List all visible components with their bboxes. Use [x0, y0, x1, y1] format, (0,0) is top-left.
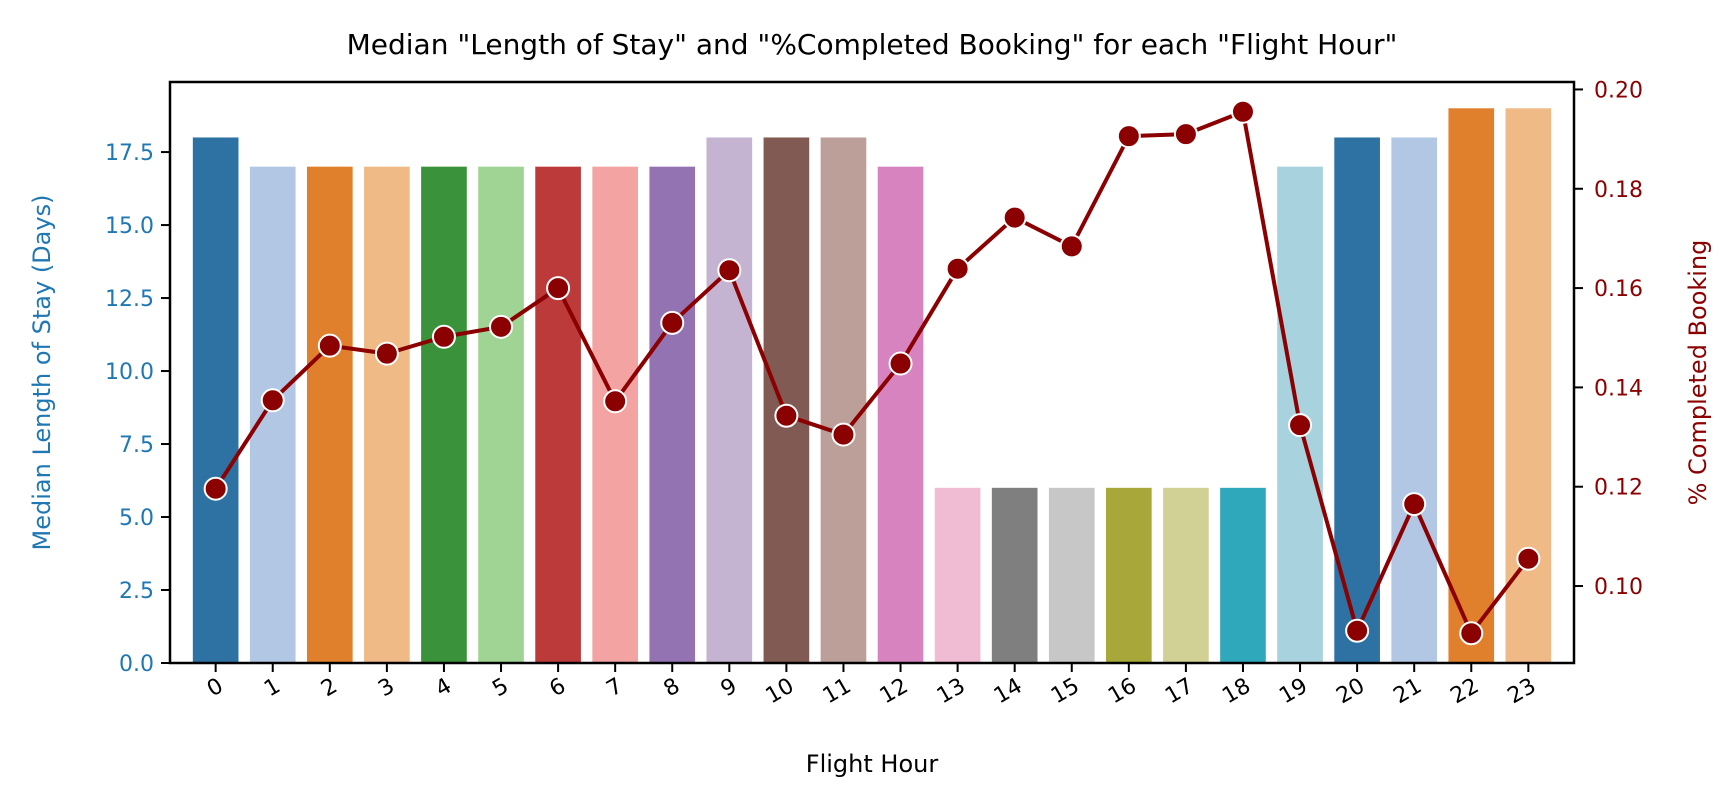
- bar-hour-4: [421, 166, 467, 663]
- line-point-hour-15: [1059, 234, 1084, 259]
- line-point-hour-16: [1116, 124, 1141, 149]
- y-left-tick-label: 12.5: [105, 287, 154, 312]
- x-tick-label-1: 1: [260, 674, 285, 703]
- x-tick-label-14: 14: [990, 674, 1027, 710]
- line-point-hour-12: [888, 351, 913, 376]
- line-point-hour-21: [1402, 492, 1427, 517]
- x-tick-label-19: 19: [1275, 674, 1312, 710]
- y-right-tick-label: 0.14: [1594, 376, 1643, 401]
- x-tick-label-16: 16: [1104, 674, 1141, 710]
- bar-hour-1: [249, 166, 296, 663]
- line-point-hour-7: [603, 389, 628, 414]
- line-point-hour-2: [317, 333, 342, 358]
- y-left-tick-label: 10.0: [105, 360, 154, 385]
- y-right-tick-label: 0.18: [1594, 178, 1643, 203]
- chart-title: Median "Length of Stay" and "%Completed …: [347, 28, 1398, 61]
- bar-hour-21: [1391, 137, 1438, 664]
- y-right-tick-label: 0.16: [1594, 277, 1643, 302]
- bar-hour-13: [934, 487, 981, 663]
- x-tick-label-9: 9: [717, 674, 742, 703]
- y-axis-left: 0.0 2.5 5.0 7.5 10.0 12.5 15.0 17.5: [105, 141, 170, 677]
- x-tick-label-15: 15: [1047, 674, 1084, 710]
- bar-hour-20: [1334, 137, 1380, 664]
- line-point-hour-10: [774, 403, 799, 428]
- y-left-tick-label: 7.5: [119, 433, 154, 458]
- y-left-tick-label: 0.0: [119, 652, 154, 677]
- line-series-group: [203, 99, 1541, 646]
- x-tick-label-13: 13: [933, 674, 970, 710]
- line-point-hour-20: [1345, 618, 1370, 643]
- bar-hour-3: [364, 166, 410, 663]
- x-tick-label-2: 2: [317, 674, 342, 703]
- x-tick-label-3: 3: [374, 674, 399, 703]
- line-point-hour-6: [546, 276, 571, 301]
- line-point-hour-23: [1516, 546, 1541, 571]
- bar-hour-6: [535, 166, 581, 663]
- x-axis: 0 1 2 3 4 5 6 7 8 9 10 11 12 13 14 15 16 17 18 19 20 21 22 23: [203, 663, 1540, 709]
- x-tick-label-22: 22: [1447, 674, 1484, 710]
- bar-hour-17: [1163, 487, 1209, 663]
- x-tick-label-11: 11: [819, 674, 856, 710]
- bar-hour-16: [1106, 487, 1152, 663]
- line-point-hour-1: [260, 388, 285, 413]
- bar-hour-14: [991, 487, 1038, 663]
- bars-group: [192, 108, 1552, 664]
- x-tick-label-7: 7: [603, 674, 628, 703]
- y-right-tick-label: 0.10: [1594, 575, 1643, 600]
- line-point-hour-13: [945, 256, 970, 281]
- y-axis-left-label: Median Length of Stay (Days): [28, 195, 56, 551]
- line-point-hour-22: [1459, 621, 1484, 646]
- x-tick-label-0: 0: [203, 674, 228, 703]
- bar-hour-2: [306, 166, 353, 663]
- bar-hour-9: [706, 137, 753, 664]
- line-point-hour-19: [1288, 413, 1313, 438]
- y-left-tick-label: 15.0: [105, 214, 154, 239]
- bar-hour-11: [820, 137, 867, 664]
- line-point-hour-17: [1173, 122, 1198, 147]
- line-point-hour-4: [431, 324, 456, 349]
- line-point-hour-14: [1002, 205, 1027, 230]
- x-tick-label-8: 8: [660, 674, 685, 703]
- line-point-hour-11: [831, 422, 856, 447]
- x-tick-label-18: 18: [1218, 674, 1255, 710]
- bar-hour-5: [478, 166, 524, 663]
- line-point-hour-8: [660, 310, 685, 335]
- y-axis-right: 0.10 0.12 0.14 0.16 0.18 0.20: [1574, 78, 1643, 600]
- line-completed-booking: [213, 109, 1530, 636]
- bar-hour-8: [649, 166, 696, 663]
- y-axis-right-label: % Completed Booking: [1684, 240, 1712, 506]
- plot-frame: [168, 80, 1576, 665]
- x-tick-label-20: 20: [1332, 674, 1369, 710]
- x-tick-label-12: 12: [876, 674, 913, 710]
- y-left-tick-label: 5.0: [119, 506, 154, 531]
- bar-hour-10: [763, 137, 810, 664]
- line-point-hour-5: [489, 314, 514, 339]
- y-right-tick-label: 0.12: [1594, 476, 1643, 501]
- bar-hour-15: [1048, 487, 1095, 663]
- x-tick-label-6: 6: [545, 674, 570, 703]
- x-tick-label-4: 4: [431, 674, 456, 703]
- y-right-tick-label: 0.20: [1594, 78, 1643, 103]
- x-tick-label-17: 17: [1161, 674, 1198, 710]
- line-point-hour-9: [717, 258, 742, 283]
- x-tick-label-23: 23: [1504, 674, 1541, 710]
- x-axis-label: Flight Hour: [806, 750, 939, 778]
- line-point-hour-3: [374, 341, 399, 366]
- bar-hour-0: [192, 137, 239, 664]
- bar-hour-22: [1448, 108, 1495, 664]
- x-tick-label-21: 21: [1389, 674, 1426, 710]
- bar-hour-18: [1220, 487, 1266, 663]
- line-point-hour-18: [1230, 99, 1255, 124]
- bar-hour-7: [592, 166, 638, 663]
- y-left-tick-label: 17.5: [105, 141, 154, 166]
- bar-hour-12: [877, 166, 924, 663]
- y-left-tick-label: 2.5: [119, 579, 154, 604]
- x-tick-label-5: 5: [488, 674, 513, 703]
- line-point-hour-0: [203, 476, 228, 501]
- x-tick-label-10: 10: [762, 674, 799, 710]
